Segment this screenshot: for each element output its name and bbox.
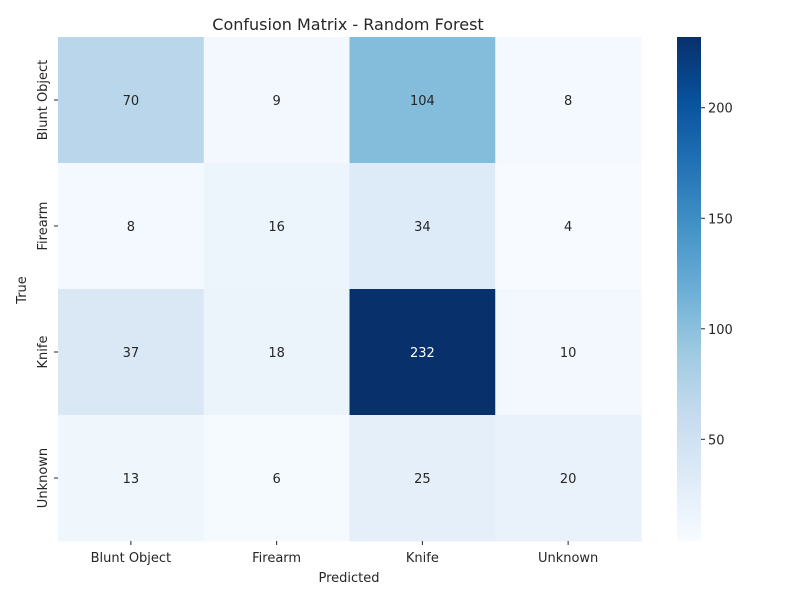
- x-axis-ticks: Blunt Object Firearm Knife Unknown: [91, 541, 598, 566]
- cell-value-label: 8: [127, 220, 135, 235]
- y-tick-label: Knife: [36, 336, 51, 369]
- heatmap-cell-blunt-object-firearm: [203, 37, 350, 164]
- cell-value-label: 6: [272, 472, 280, 487]
- heatmap-cell-unknown-knife: [349, 415, 496, 542]
- heatmap-cell-blunt-object-knife: [349, 37, 496, 164]
- x-tick-label: Blunt Object: [91, 551, 172, 566]
- y-axis-label: True: [15, 276, 30, 305]
- heatmap-cell-knife-unknown: [495, 289, 642, 416]
- cell-value-label: 104: [410, 94, 435, 109]
- x-axis-label: Predicted: [318, 571, 379, 586]
- heatmap-cell-firearm-blunt-object: [58, 163, 205, 290]
- colorbar-tick-label: 200: [708, 102, 733, 117]
- cell-value-label: 10: [560, 346, 577, 361]
- heatmap-cell-labels: 70 9 104 8 8 16 34 4 37 18 232 10 13 6 25 20: [123, 94, 577, 487]
- cell-value-label: 232: [410, 346, 435, 361]
- cell-value-label: 9: [272, 94, 280, 109]
- colorbar-ticks: 50 100 150 200: [701, 102, 733, 448]
- heatmap-cell-knife-knife: [349, 289, 496, 416]
- cell-value-label: 13: [123, 472, 140, 487]
- heatmap-cell-firearm-unknown: [495, 163, 642, 290]
- colorbar-tick-label: 100: [708, 323, 733, 338]
- heatmap-cells: [58, 37, 642, 542]
- cell-value-label: 4: [564, 220, 572, 235]
- colorbar-tick-label: 150: [708, 212, 733, 227]
- y-tick-label: Unknown: [36, 448, 51, 508]
- colorbar: [677, 37, 701, 541]
- cell-value-label: 16: [268, 220, 285, 235]
- heatmap-cell-unknown-firearm: [203, 415, 350, 542]
- colorbar-tick-label: 50: [708, 433, 725, 448]
- x-tick-label: Unknown: [538, 551, 598, 566]
- heatmap-cell-blunt-object-blunt-object: [58, 37, 205, 164]
- cell-value-label: 20: [560, 472, 577, 487]
- x-tick-label: Knife: [406, 551, 439, 566]
- heatmap-cell-unknown-unknown: [495, 415, 642, 542]
- heatmap-cell-firearm-firearm: [203, 163, 350, 290]
- cell-value-label: 8: [564, 94, 572, 109]
- heatmap-cell-knife-blunt-object: [58, 289, 205, 416]
- y-tick-label: Firearm: [36, 202, 51, 251]
- cell-value-label: 70: [123, 94, 140, 109]
- cell-value-label: 18: [268, 346, 285, 361]
- x-tick-label: Firearm: [252, 551, 301, 566]
- y-tick-label: Blunt Object: [36, 60, 51, 141]
- chart-title: Confusion Matrix - Random Forest: [212, 15, 483, 34]
- heatmap-cell-unknown-blunt-object: [58, 415, 205, 542]
- y-axis-ticks: Blunt Object Firearm Knife Unknown: [36, 60, 58, 508]
- heatmap-cell-firearm-knife: [349, 163, 496, 290]
- cell-value-label: 37: [123, 346, 140, 361]
- cell-value-label: 25: [414, 472, 431, 487]
- cell-value-label: 34: [414, 220, 431, 235]
- heatmap-cell-knife-firearm: [203, 289, 350, 416]
- heatmap-cell-blunt-object-unknown: [495, 37, 642, 164]
